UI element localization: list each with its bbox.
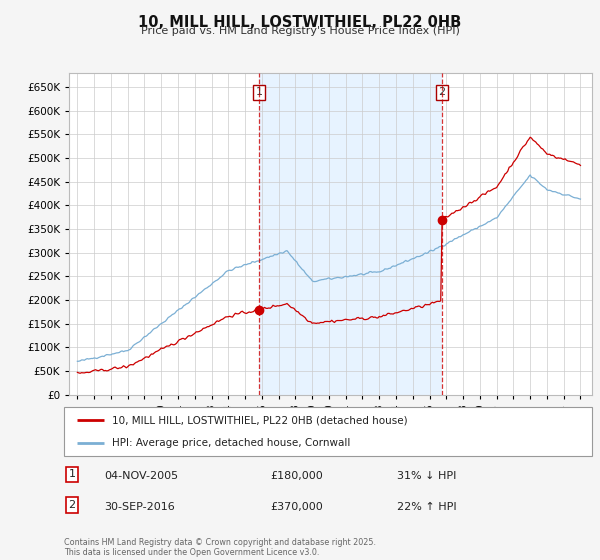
Text: 10, MILL HILL, LOSTWITHIEL, PL22 0HB: 10, MILL HILL, LOSTWITHIEL, PL22 0HB [139,15,461,30]
Text: 1: 1 [256,87,263,97]
Text: 22% ↑ HPI: 22% ↑ HPI [397,502,457,512]
Text: HPI: Average price, detached house, Cornwall: HPI: Average price, detached house, Corn… [112,438,350,448]
Text: £180,000: £180,000 [270,472,323,481]
Text: £370,000: £370,000 [270,502,323,512]
Text: 04-NOV-2005: 04-NOV-2005 [104,472,178,481]
Text: 2: 2 [68,500,76,510]
Text: 2: 2 [439,87,446,97]
Bar [259,73,442,395]
FancyBboxPatch shape [64,407,592,456]
Text: 1: 1 [68,469,76,479]
Text: 10, MILL HILL, LOSTWITHIEL, PL22 0HB (detached house): 10, MILL HILL, LOSTWITHIEL, PL22 0HB (de… [112,416,407,426]
Text: Price paid vs. HM Land Registry's House Price Index (HPI): Price paid vs. HM Land Registry's House … [140,26,460,36]
Text: Contains HM Land Registry data © Crown copyright and database right 2025.
This d: Contains HM Land Registry data © Crown c… [64,538,376,557]
Text: 30-SEP-2016: 30-SEP-2016 [104,502,175,512]
Text: 31% ↓ HPI: 31% ↓ HPI [397,472,456,481]
